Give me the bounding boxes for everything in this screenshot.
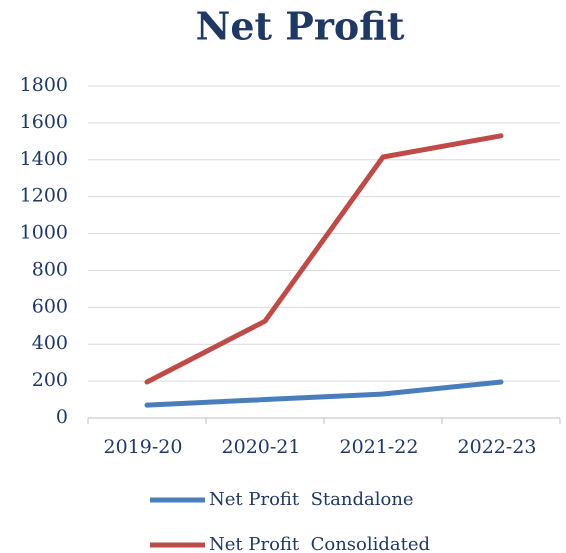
y-tick-label: 800 (32, 258, 68, 280)
x-tick-label: 2021-22 (340, 436, 419, 458)
x-tick-label: 2022-23 (458, 436, 537, 458)
x-tick-label: 2019-20 (104, 436, 183, 458)
y-tick-label: 1800 (20, 74, 68, 96)
y-tick-label: 200 (32, 369, 68, 391)
y-tick-label: 0 (56, 406, 68, 428)
x-tick-label: 2020-21 (222, 436, 301, 458)
legend-label: Net Profit Standalone (209, 489, 414, 510)
y-tick-label: 1000 (20, 222, 68, 244)
line-series (144, 379, 504, 408)
chart-title: Net Profit (196, 4, 405, 49)
y-tick-label: 1200 (20, 185, 68, 207)
y-tick-label: 1600 (20, 111, 68, 133)
y-tick-label: 600 (32, 295, 68, 317)
legend-label: Net Profit Consolidated (209, 534, 430, 553)
y-tick-label: 400 (32, 332, 68, 354)
line-series (144, 133, 504, 385)
y-tick-label: 1400 (20, 148, 68, 170)
